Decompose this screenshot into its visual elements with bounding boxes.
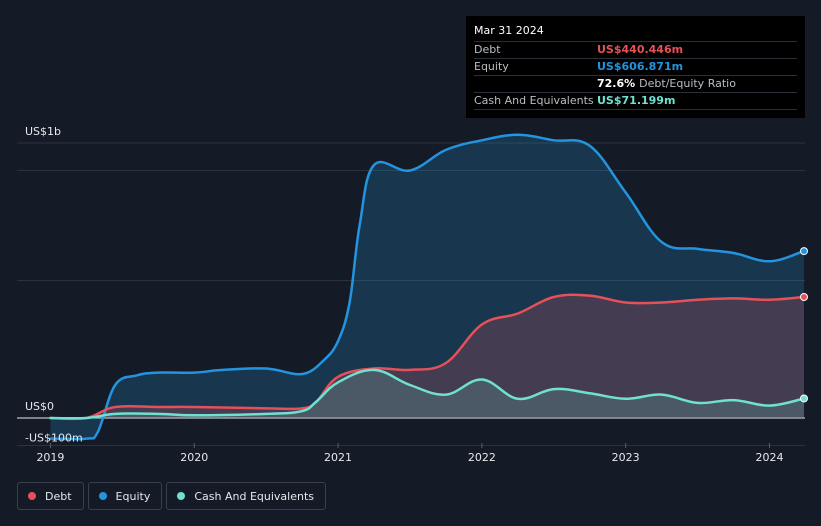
tooltip-ratio-value: 72.6%: [597, 77, 636, 90]
tooltip-debt-label: Debt: [474, 43, 501, 56]
tooltip-row-equity: Equity US$606.871m: [474, 58, 797, 75]
x-tick-label: 2023: [612, 451, 640, 464]
legend-cash-label: Cash And Equivalents: [194, 489, 314, 503]
tooltip-row-ratio: 72.6% Debt/Equity Ratio: [474, 75, 797, 92]
y-tick-label: US$1b: [25, 125, 61, 138]
line-cash: [49, 368, 806, 420]
debt-dot-icon: [28, 492, 36, 500]
legend-item-debt[interactable]: Debt: [17, 482, 84, 510]
tooltip-panel: Mar 31 2024 Debt US$440.446m Equity US$6…: [466, 16, 805, 118]
equity-dot-icon: [98, 492, 107, 500]
tooltip-row-cash: Cash And Equivalents US$71.199m: [474, 92, 797, 110]
x-tick-label: 2019: [36, 451, 64, 464]
endpoint-debt: [800, 293, 808, 301]
legend-item-cash[interactable]: Cash And Equivalents: [166, 482, 326, 510]
x-tick-label: 2022: [468, 451, 496, 464]
x-tick-label: 2020: [180, 451, 208, 464]
legend-item-equity[interactable]: Equity: [87, 482, 163, 510]
tooltip-date: Mar 31 2024: [474, 24, 544, 37]
chart-legend: Debt Equity Cash And Equivalents: [17, 482, 330, 510]
tooltip-cash-value: US$71.199m: [597, 94, 676, 107]
tooltip-cash-label: Cash And Equivalents: [474, 94, 594, 107]
y-tick-label: -US$100m: [25, 432, 83, 445]
y-tick-label: US$0: [25, 400, 54, 413]
area-debt: [50, 294, 804, 419]
x-tick-label: 2024: [755, 451, 783, 464]
tooltip-equity-label: Equity: [474, 60, 509, 73]
legend-equity-label: Equity: [115, 489, 151, 503]
endpoint-equity: [800, 247, 808, 256]
legend-debt-label: Debt: [45, 489, 72, 503]
area-equity: [50, 134, 804, 440]
cash-dot-icon: [177, 492, 186, 500]
tooltip-row-debt: Debt US$440.446m: [474, 41, 797, 58]
area-cash: [50, 369, 804, 419]
x-tick-label: 2021: [324, 451, 352, 464]
line-debt: [49, 293, 806, 421]
tooltip-ratio-label: Debt/Equity Ratio: [639, 77, 736, 90]
tooltip-debt-value: US$440.446m: [597, 43, 684, 56]
tooltip-equity-value: US$606.871m: [597, 60, 684, 73]
endpoint-cash: [800, 394, 808, 403]
line-equity: [49, 133, 806, 441]
